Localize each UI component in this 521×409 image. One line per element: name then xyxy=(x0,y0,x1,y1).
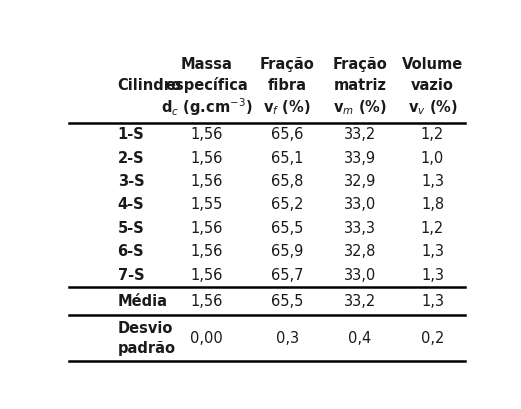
Text: 0,4: 0,4 xyxy=(348,330,371,346)
Text: fibra: fibra xyxy=(268,78,307,93)
Text: 65,9: 65,9 xyxy=(271,244,303,259)
Text: v$_f$ (%): v$_f$ (%) xyxy=(264,98,311,117)
Text: 33,9: 33,9 xyxy=(344,151,376,166)
Text: Fração: Fração xyxy=(260,57,315,72)
Text: Média: Média xyxy=(118,294,168,308)
Text: 1-S: 1-S xyxy=(118,127,144,142)
Text: v$_m$ (%): v$_m$ (%) xyxy=(333,98,387,117)
Text: 6-S: 6-S xyxy=(118,244,144,259)
Text: 32,8: 32,8 xyxy=(344,244,376,259)
Text: 1,2: 1,2 xyxy=(421,127,444,142)
Text: matriz: matriz xyxy=(333,78,387,93)
Text: v$_v$ (%): v$_v$ (%) xyxy=(407,98,457,117)
Text: 1,56: 1,56 xyxy=(190,174,222,189)
Text: Volume: Volume xyxy=(402,57,463,72)
Text: 1,56: 1,56 xyxy=(190,221,222,236)
Text: 1,56: 1,56 xyxy=(190,127,222,142)
Text: 65,5: 65,5 xyxy=(271,294,303,308)
Text: 2-S: 2-S xyxy=(118,151,144,166)
Text: 1,56: 1,56 xyxy=(190,151,222,166)
Text: 1,3: 1,3 xyxy=(421,294,444,308)
Text: 1,56: 1,56 xyxy=(190,244,222,259)
Text: 1,0: 1,0 xyxy=(421,151,444,166)
Text: 7-S: 7-S xyxy=(118,267,144,283)
Text: 33,2: 33,2 xyxy=(344,294,376,308)
Text: 0,3: 0,3 xyxy=(276,330,299,346)
Text: 0,2: 0,2 xyxy=(421,330,444,346)
Text: 0,00: 0,00 xyxy=(190,330,223,346)
Text: padrão: padrão xyxy=(118,341,176,355)
Text: 65,5: 65,5 xyxy=(271,221,303,236)
Text: 5-S: 5-S xyxy=(118,221,144,236)
Text: vazio: vazio xyxy=(411,78,454,93)
Text: 1,56: 1,56 xyxy=(190,267,222,283)
Text: d$_c$ (g.cm$^{-3}$): d$_c$ (g.cm$^{-3}$) xyxy=(160,97,252,118)
Text: 65,6: 65,6 xyxy=(271,127,303,142)
Text: 1,3: 1,3 xyxy=(421,244,444,259)
Text: 65,1: 65,1 xyxy=(271,151,303,166)
Text: 65,7: 65,7 xyxy=(271,267,303,283)
Text: 1,3: 1,3 xyxy=(421,267,444,283)
Text: 1,56: 1,56 xyxy=(190,294,222,308)
Text: 65,2: 65,2 xyxy=(271,198,303,212)
Text: 1,55: 1,55 xyxy=(190,198,222,212)
Text: 4-S: 4-S xyxy=(118,198,144,212)
Text: Cilindro: Cilindro xyxy=(118,78,182,93)
Text: 33,0: 33,0 xyxy=(344,267,376,283)
Text: 1,2: 1,2 xyxy=(421,221,444,236)
Text: 1,3: 1,3 xyxy=(421,174,444,189)
Text: 1,8: 1,8 xyxy=(421,198,444,212)
Text: 33,0: 33,0 xyxy=(344,198,376,212)
Text: específica: específica xyxy=(165,77,248,93)
Text: 65,8: 65,8 xyxy=(271,174,303,189)
Text: Fração: Fração xyxy=(332,57,387,72)
Text: Massa: Massa xyxy=(180,57,232,72)
Text: Desvio: Desvio xyxy=(118,321,173,336)
Text: 3-S: 3-S xyxy=(118,174,144,189)
Text: 32,9: 32,9 xyxy=(344,174,376,189)
Text: 33,3: 33,3 xyxy=(344,221,376,236)
Text: 33,2: 33,2 xyxy=(344,127,376,142)
